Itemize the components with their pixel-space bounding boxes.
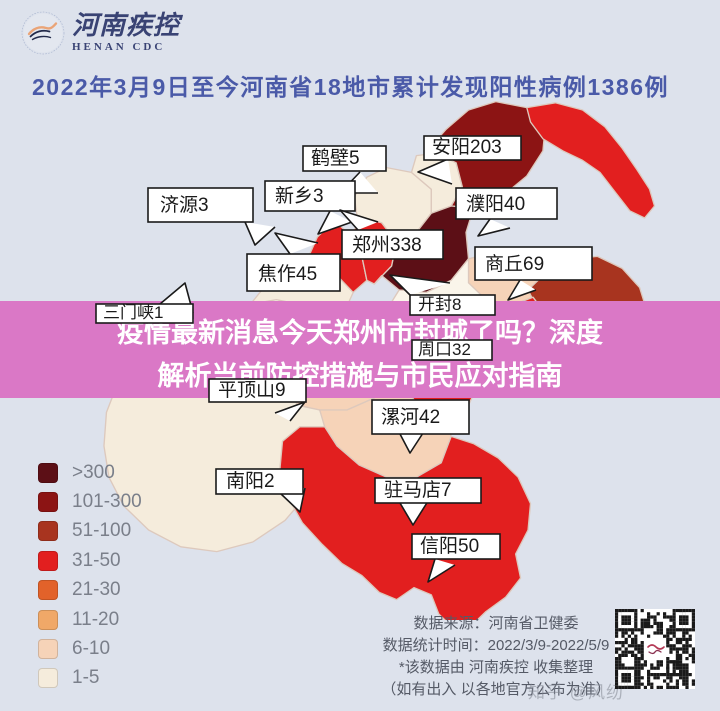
svg-text:漯河42: 漯河42 — [381, 406, 440, 428]
svg-text:济源3: 济源3 — [160, 194, 209, 216]
svg-text:新乡3: 新乡3 — [275, 185, 324, 207]
svg-text:开封8: 开封8 — [418, 295, 461, 314]
svg-text:信阳50: 信阳50 — [420, 535, 479, 557]
svg-text:商丘69: 商丘69 — [485, 253, 544, 275]
svg-text:南阳2: 南阳2 — [226, 470, 275, 492]
svg-text:驻马店7: 驻马店7 — [384, 479, 452, 501]
svg-text:安阳203: 安阳203 — [432, 136, 502, 158]
svg-text:平顶山9: 平顶山9 — [218, 379, 286, 401]
svg-text:周口32: 周口32 — [418, 340, 471, 359]
svg-text:濮阳40: 濮阳40 — [466, 193, 525, 215]
svg-text:郑州338: 郑州338 — [352, 234, 422, 256]
svg-text:三门峡1: 三门峡1 — [103, 303, 163, 322]
svg-text:鹤壁5: 鹤壁5 — [311, 147, 360, 169]
svg-text:焦作45: 焦作45 — [258, 263, 317, 285]
